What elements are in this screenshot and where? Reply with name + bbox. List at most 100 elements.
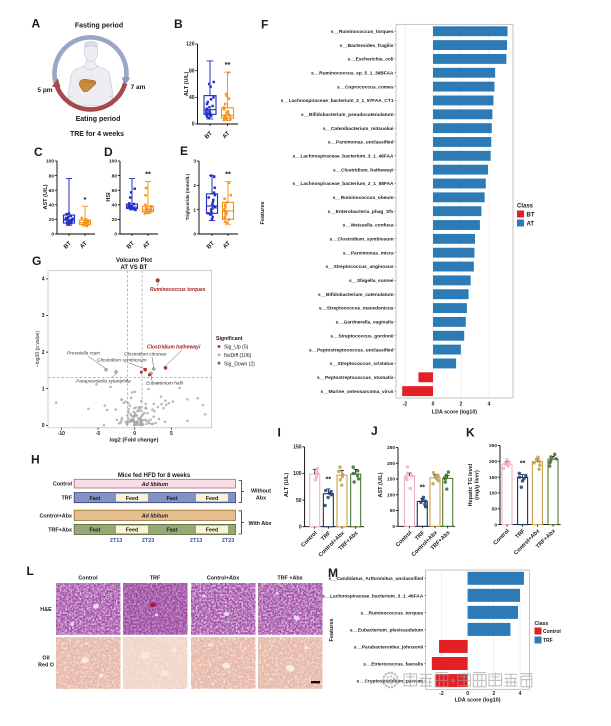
svg-text:7 am: 7 am <box>131 84 146 91</box>
svg-text:Feed: Feed <box>126 496 139 502</box>
svg-text:40: 40 <box>189 95 195 101</box>
svg-text:L: L <box>27 564 34 578</box>
svg-text:s__Gardnerella_vaginalis: s__Gardnerella_vaginalis <box>336 320 394 326</box>
svg-text:Sig_Down (2): Sig_Down (2) <box>224 361 255 367</box>
svg-text:AST (U/L): AST (U/L) <box>43 184 49 209</box>
svg-text:**: ** <box>145 170 151 179</box>
svg-text:TRF: TRF <box>150 576 161 582</box>
svg-text:50: 50 <box>492 506 498 512</box>
svg-text:s__Peptostreptococcus_unclassi: s__Peptostreptococcus_unclassified <box>309 347 394 353</box>
svg-text:0: 0 <box>42 423 45 429</box>
svg-text:H&E: H&E <box>40 607 52 613</box>
svg-text:Paraprevotella xylaniphila: Paraprevotella xylaniphila <box>76 378 131 384</box>
svg-text:Significant: Significant <box>216 336 243 342</box>
svg-text:s__Shigella_sonnei: s__Shigella_sonnei <box>349 278 394 284</box>
svg-text:s__Ruminococcus_torques: s__Ruminococcus_torques <box>331 29 394 35</box>
svg-text:**: ** <box>420 484 426 491</box>
svg-text:80: 80 <box>49 173 55 179</box>
svg-text:40: 40 <box>49 203 55 209</box>
svg-text:−log10 (p value): −log10 (p value) <box>35 331 41 367</box>
svg-text:s__Enterococcus_faecalis: s__Enterococcus_faecalis <box>363 661 423 667</box>
svg-text:D: D <box>104 145 113 159</box>
svg-text:AT: AT <box>142 240 152 250</box>
svg-text:NoDiff (106): NoDiff (106) <box>224 353 252 359</box>
svg-text:TRF +Abx: TRF +Abx <box>277 576 302 582</box>
svg-text:Fast: Fast <box>89 496 100 502</box>
svg-text:-5: -5 <box>96 431 101 437</box>
svg-text:AT: AT <box>79 240 89 250</box>
svg-text:Sig_Up (5): Sig_Up (5) <box>224 345 249 351</box>
svg-text:2: 2 <box>42 350 45 356</box>
svg-text:s__Bifidobacterium_pseudocaten: s__Bifidobacterium_pseudocatenulatum <box>301 112 394 118</box>
svg-text:C: C <box>34 145 43 159</box>
svg-text:Ad libitum: Ad libitum <box>141 482 169 488</box>
svg-text:3: 3 <box>193 159 196 165</box>
svg-text:20: 20 <box>49 217 55 223</box>
svg-text:**: ** <box>225 170 231 179</box>
svg-text:AT: AT <box>222 240 232 250</box>
svg-text:s__Cryptosporidium_parvum: s__Cryptosporidium_parvum <box>357 678 424 684</box>
svg-text:Fast: Fast <box>166 528 177 534</box>
svg-text:Control: Control <box>53 482 73 488</box>
svg-text:150: 150 <box>387 477 395 483</box>
svg-text:**: ** <box>520 460 526 467</box>
svg-text:BT: BT <box>204 130 214 140</box>
svg-text:60: 60 <box>49 188 55 194</box>
svg-text:Class: Class <box>517 204 534 210</box>
svg-text:s__Clostridium_symbiosum: s__Clostridium_symbiosum <box>330 237 394 243</box>
svg-text:150: 150 <box>489 475 497 481</box>
svg-text:1: 1 <box>193 207 196 213</box>
svg-text:**: ** <box>225 60 231 69</box>
svg-text:K: K <box>466 426 475 440</box>
svg-text:Triglyceride (mmol/L): Triglyceride (mmol/L) <box>185 173 190 220</box>
svg-text:I: I <box>278 426 281 440</box>
svg-text:0: 0 <box>193 232 196 238</box>
svg-text:Eating period: Eating period <box>76 116 121 123</box>
svg-text:Control+Abx: Control+Abx <box>207 576 240 582</box>
svg-text:Fast: Fast <box>166 496 177 502</box>
svg-text:s__Bifidobacterium_catenulatum: s__Bifidobacterium_catenulatum <box>318 292 393 298</box>
svg-text:0: 0 <box>114 232 117 238</box>
svg-text:s__Enterobacteria_phag_Sfv: s__Enterobacteria_phag_Sfv <box>328 209 394 215</box>
svg-text:Fast: Fast <box>89 528 100 534</box>
svg-text:Abx: Abx <box>256 496 266 502</box>
svg-text:LDA score (log10): LDA score (log10) <box>432 410 477 416</box>
svg-text:BT: BT <box>206 240 216 250</box>
svg-text:2: 2 <box>460 402 463 408</box>
svg-text:100: 100 <box>489 491 497 497</box>
svg-text:Mice fed HFD for 8 weeks: Mice fed HFD for 8 weeks <box>118 473 191 479</box>
svg-text:Feed: Feed <box>206 496 219 502</box>
svg-text:Red O: Red O <box>38 663 54 669</box>
svg-text:40: 40 <box>112 203 118 209</box>
svg-text:s__Murine_osteosarcoma_virus: s__Murine_osteosarcoma_virus <box>320 389 393 395</box>
svg-text:Prevotella copri: Prevotella copri <box>67 351 101 357</box>
svg-text:2: 2 <box>193 183 196 189</box>
svg-text:1: 1 <box>42 386 45 392</box>
svg-text:s__Eubacterium_plexicaudatum: s__Eubacterium_plexicaudatum <box>350 627 423 633</box>
svg-text:Ad libitum: Ad libitum <box>141 514 169 520</box>
svg-text:BT: BT <box>63 240 73 250</box>
svg-text:Oil: Oil <box>42 656 50 662</box>
svg-text:20: 20 <box>112 217 118 223</box>
svg-text:2: 2 <box>492 691 495 697</box>
svg-text:5: 5 <box>170 431 173 437</box>
svg-text:TRF: TRF <box>543 638 553 644</box>
svg-text:Eubacterium halli: Eubacterium halli <box>146 381 184 387</box>
svg-text:50: 50 <box>390 508 396 514</box>
svg-text:Control+Abx: Control+Abx <box>40 513 73 519</box>
svg-text:With Abx: With Abx <box>248 521 271 527</box>
svg-text:AT: AT <box>527 221 535 227</box>
svg-text:5 pm: 5 pm <box>37 87 52 94</box>
svg-text:AT VS BT: AT VS BT <box>121 265 148 271</box>
svg-text:BT: BT <box>126 240 136 250</box>
svg-text:s__Coprococcus_comes: s__Coprococcus_comes <box>337 84 394 90</box>
svg-text:3: 3 <box>42 313 45 319</box>
svg-text:Without: Without <box>251 489 271 495</box>
svg-text:F: F <box>261 18 268 32</box>
svg-text:s__Bacteroides_fragilis: s__Bacteroides_fragilis <box>340 43 394 49</box>
svg-text:**: ** <box>326 477 332 484</box>
svg-text:100: 100 <box>293 471 302 477</box>
svg-text:Clostridium hathewayi: Clostridium hathewayi <box>147 345 201 351</box>
svg-text:0: 0 <box>392 524 395 530</box>
svg-text:s__Streptococcus_macedonicus: s__Streptococcus_macedonicus <box>319 306 394 312</box>
